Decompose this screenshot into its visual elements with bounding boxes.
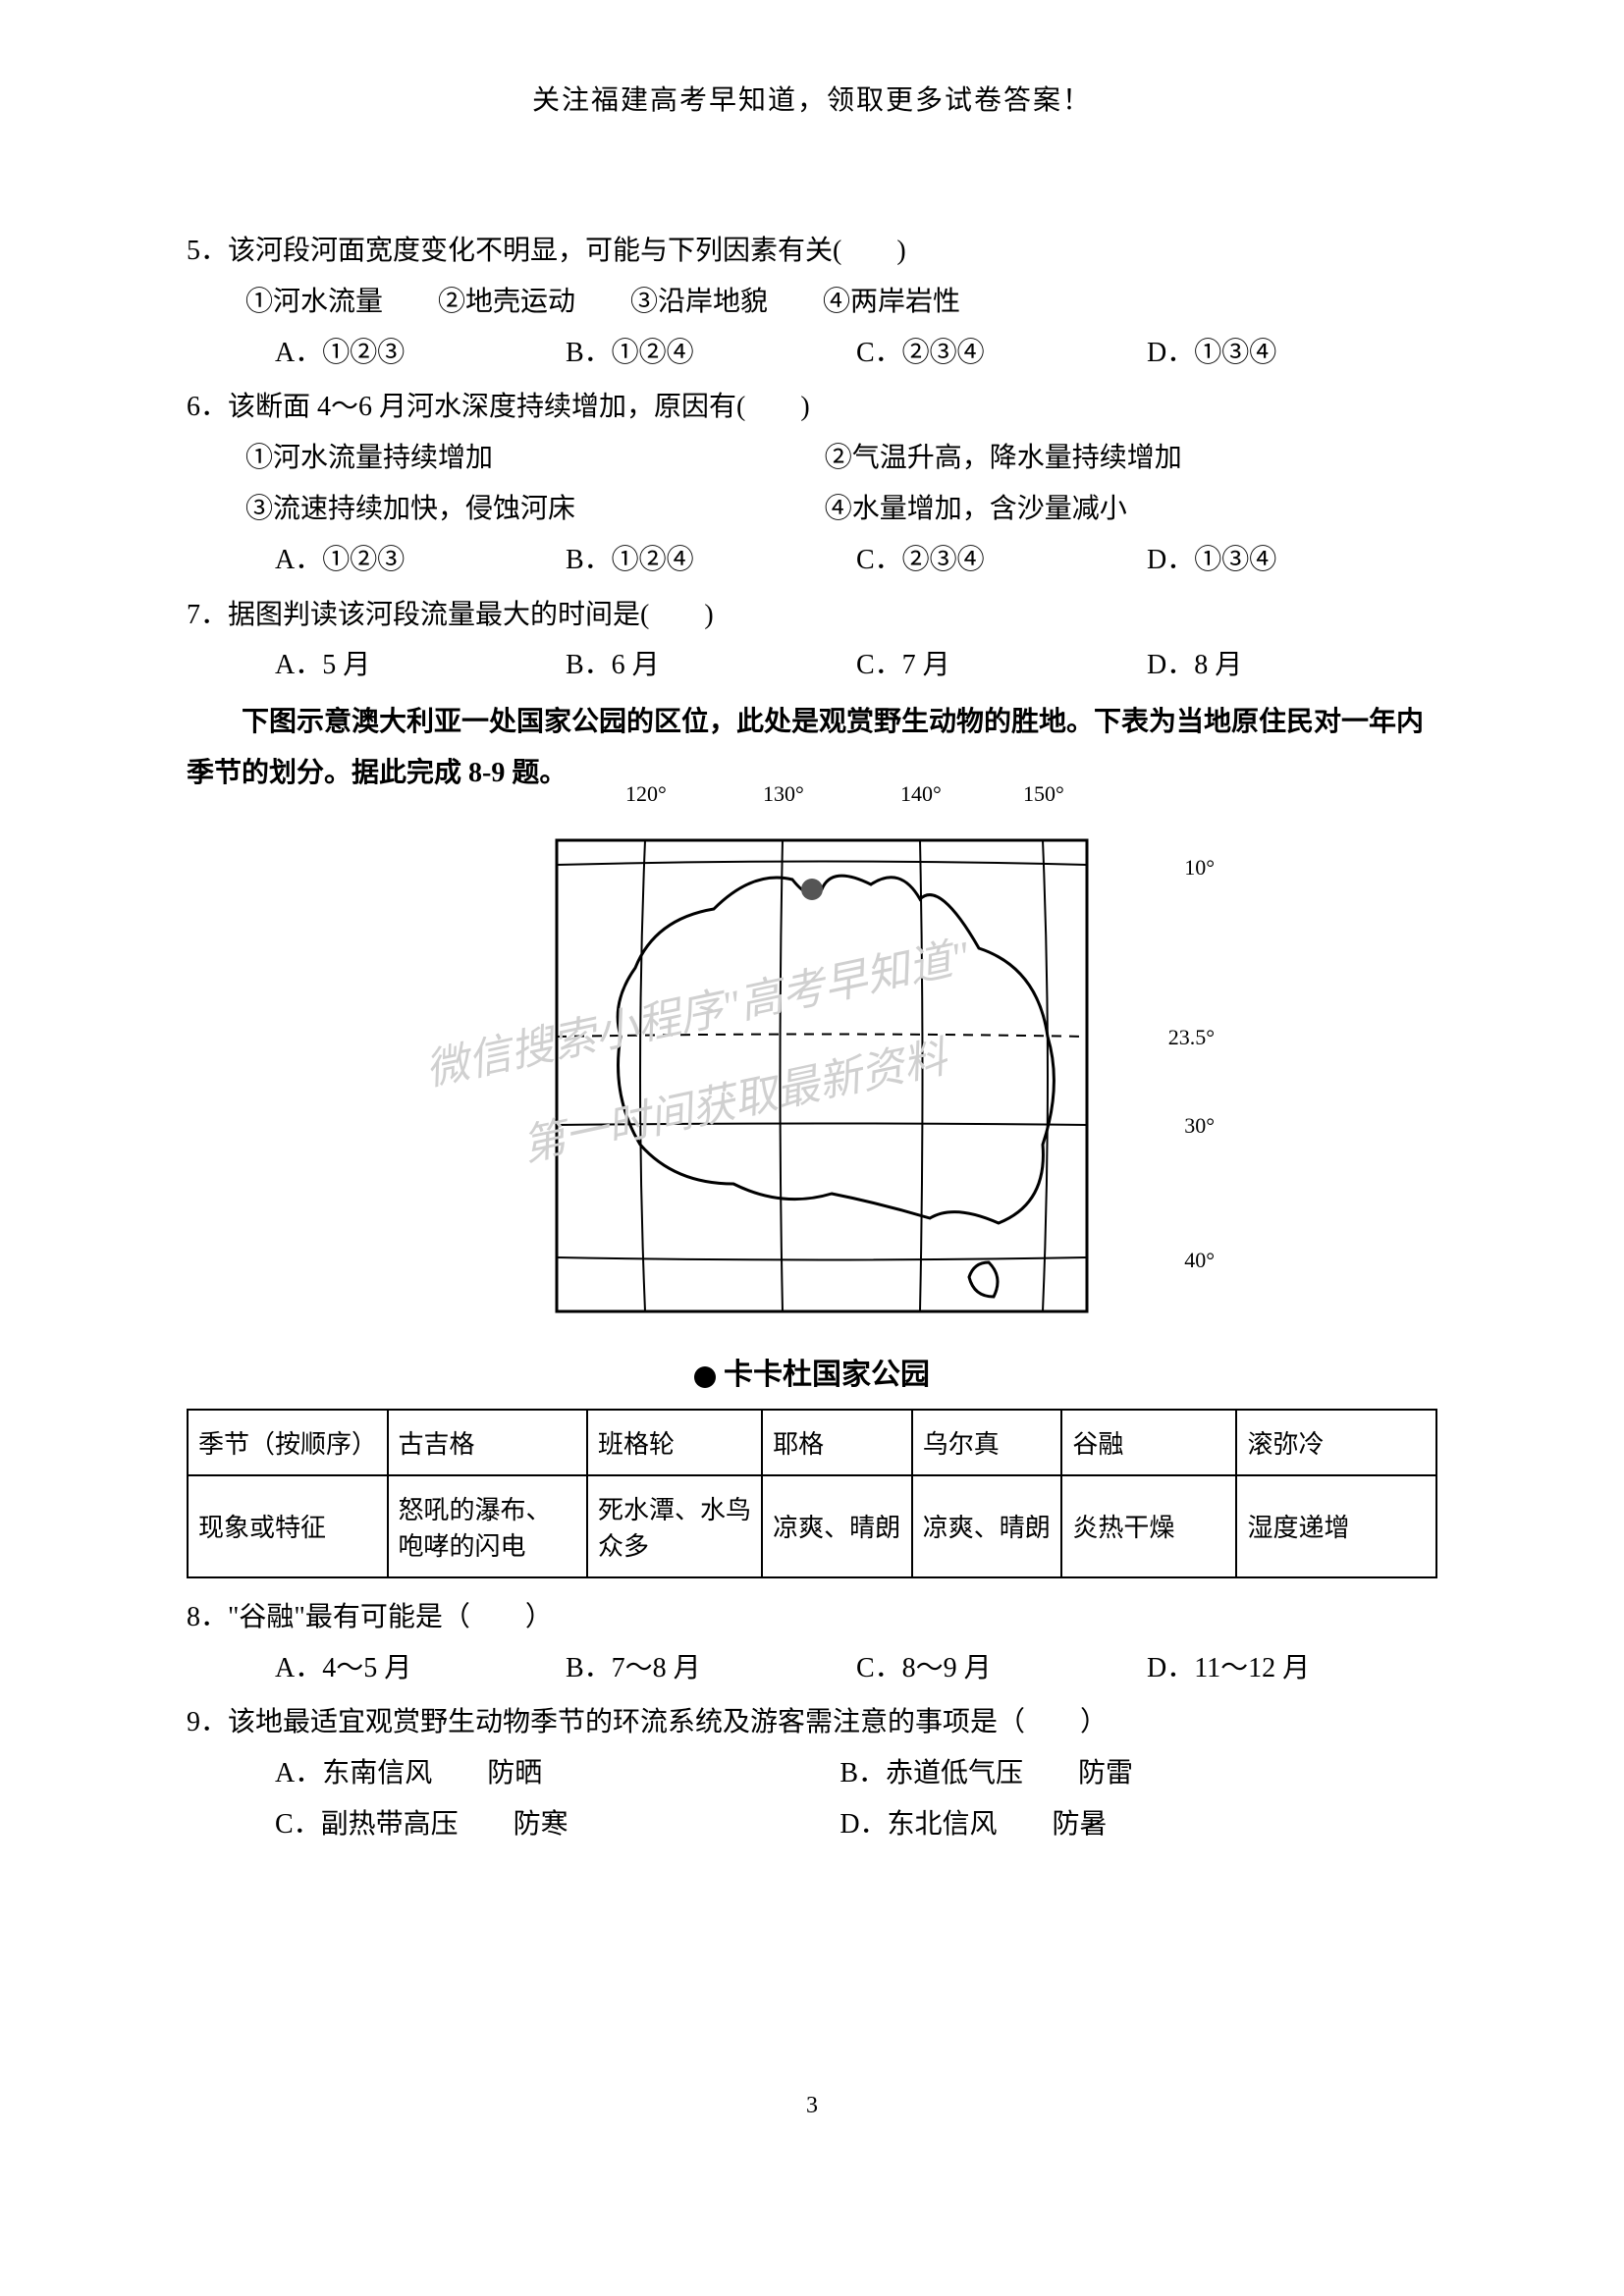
q7-opt-b: B．6 月 <box>566 640 856 691</box>
td-1: 死水潭、水鸟众多 <box>587 1475 762 1577</box>
australia-map: 120° 130° 140° 150° 10° 23.5° 30° 40° 微信… <box>187 811 1437 1346</box>
q9-answers-row2: C．副热带高压 防寒 D．东北信风 防暑 <box>275 1799 1437 1850</box>
q5-sub-options: ①河水流量 ②地壳运动 ③沿岸地貌 ④两岸岩性 <box>245 277 1437 328</box>
lon-label-140: 140° <box>900 781 942 807</box>
q9-opt-a: A．东南信风 防晒 <box>275 1748 833 1799</box>
td-label: 现象或特征 <box>188 1475 388 1577</box>
legend-dot-icon <box>694 1366 716 1388</box>
q6-sub3: ③流速持续加快，侵蚀河床 <box>245 484 818 535</box>
q5-answers: A．①②③ B．①②④ C．②③④ D．①③④ <box>275 328 1437 379</box>
td-4: 炎热干燥 <box>1061 1475 1236 1577</box>
th-4: 乌尔真 <box>912 1410 1062 1475</box>
q6-sub1: ①河水流量持续增加 <box>245 433 818 484</box>
q7-answers: A．5 月 B．6 月 C．7 月 D．8 月 <box>275 640 1437 691</box>
intro-text: 下图示意澳大利亚一处国家公园的区位，此处是观赏野生动物的胜地。下表为当地原住民对… <box>187 697 1437 799</box>
q9-opt-c: C．副热带高压 防寒 <box>275 1799 833 1850</box>
map-caption: 卡卡杜国家公园 <box>187 1350 1437 1393</box>
question-8: 8．"谷融"最有可能是（ ） A．4～5 月 B．7～8 月 C．8～9 月 D… <box>187 1592 1437 1694</box>
q8-answers: A．4～5 月 B．7～8 月 C．8～9 月 D．11～12 月 <box>275 1643 1437 1694</box>
map-caption-text: 卡卡杜国家公园 <box>724 1359 930 1391</box>
question-5: 5．该河段河面宽度变化不明显，可能与下列因素有关( ) ①河水流量 ②地壳运动 … <box>187 226 1437 378</box>
q6-stem: 6．该断面 4～6 月河水深度持续增加，原因有( ) <box>187 382 1437 433</box>
q6-sub4: ④水量增加，含沙量减小 <box>825 484 1397 535</box>
q7-opt-d: D．8 月 <box>1147 640 1437 691</box>
q7-opt-a: A．5 月 <box>275 640 566 691</box>
th-0: 季节（按顺序） <box>188 1410 388 1475</box>
q9-opt-d: D．东北信风 防暑 <box>839 1799 1397 1850</box>
table-header-row: 季节（按顺序） 古吉格 班格轮 耶格 乌尔真 谷融 滚弥冷 <box>188 1410 1436 1475</box>
q7-stem: 7．据图判读该河段流量最大的时间是( ) <box>187 590 1437 641</box>
q5-opt-b: B．①②④ <box>566 328 856 379</box>
th-3: 耶格 <box>762 1410 912 1475</box>
lat-label-30: 30° <box>1184 1113 1215 1139</box>
lat-label-10: 10° <box>1184 855 1215 881</box>
q6-opt-a: A．①②③ <box>275 535 566 586</box>
question-9: 9．该地最适宜观赏野生动物季节的环流系统及游客需注意的事项是（ ） A．东南信风… <box>187 1697 1437 1849</box>
q6-opt-c: C．②③④ <box>856 535 1147 586</box>
map-frame <box>557 840 1087 1311</box>
th-5: 谷融 <box>1061 1410 1236 1475</box>
q6-answers: A．①②③ B．①②④ C．②③④ D．①③④ <box>275 535 1437 586</box>
td-2: 凉爽、晴朗 <box>762 1475 912 1577</box>
q6-sub-row1: ①河水流量持续增加 ②气温升高，降水量持续增加 <box>245 433 1437 484</box>
map-svg <box>459 811 1165 1341</box>
td-5: 湿度递增 <box>1236 1475 1436 1577</box>
q8-opt-d: D．11～12 月 <box>1147 1643 1437 1694</box>
q6-sub2: ②气温升高，降水量持续增加 <box>825 433 1397 484</box>
q8-opt-a: A．4～5 月 <box>275 1643 566 1694</box>
park-marker <box>801 879 823 900</box>
td-0: 怒吼的瀑布、咆哮的闪电 <box>388 1475 588 1577</box>
q5-opt-a: A．①②③ <box>275 328 566 379</box>
season-table: 季节（按顺序） 古吉格 班格轮 耶格 乌尔真 谷融 滚弥冷 现象或特征 怒吼的瀑… <box>187 1409 1437 1578</box>
q9-stem: 9．该地最适宜观赏野生动物季节的环流系统及游客需注意的事项是（ ） <box>187 1697 1437 1748</box>
th-2: 班格轮 <box>587 1410 762 1475</box>
q9-answers-row1: A．东南信风 防晒 B．赤道低气压 防雷 <box>275 1748 1437 1799</box>
lon-label-130: 130° <box>763 781 804 807</box>
q8-stem: 8．"谷融"最有可能是（ ） <box>187 1592 1437 1643</box>
q5-stem: 5．该河段河面宽度变化不明显，可能与下列因素有关( ) <box>187 226 1437 277</box>
page-header: 关注福建高考早知道，领取更多试卷答案！ <box>187 79 1437 118</box>
lat-label-40: 40° <box>1184 1248 1215 1273</box>
th-1: 古吉格 <box>388 1410 588 1475</box>
page-number: 3 <box>0 2093 1624 2119</box>
q6-opt-b: B．①②④ <box>566 535 856 586</box>
q7-opt-c: C．7 月 <box>856 640 1147 691</box>
q6-sub-row2: ③流速持续加快，侵蚀河床 ④水量增加，含沙量减小 <box>245 484 1437 535</box>
lon-label-150: 150° <box>1023 781 1064 807</box>
q5-opt-d: D．①③④ <box>1147 328 1437 379</box>
th-6: 滚弥冷 <box>1236 1410 1436 1475</box>
q8-opt-b: B．7～8 月 <box>566 1643 856 1694</box>
q5-opt-c: C．②③④ <box>856 328 1147 379</box>
q9-opt-b: B．赤道低气压 防雷 <box>839 1748 1397 1799</box>
lat-label-23-5: 23.5° <box>1168 1025 1215 1050</box>
question-7: 7．据图判读该河段流量最大的时间是( ) A．5 月 B．6 月 C．7 月 D… <box>187 590 1437 692</box>
lon-label-120: 120° <box>625 781 667 807</box>
td-3: 凉爽、晴朗 <box>912 1475 1062 1577</box>
q8-opt-c: C．8～9 月 <box>856 1643 1147 1694</box>
table-data-row: 现象或特征 怒吼的瀑布、咆哮的闪电 死水潭、水鸟众多 凉爽、晴朗 凉爽、晴朗 炎… <box>188 1475 1436 1577</box>
question-6: 6．该断面 4～6 月河水深度持续增加，原因有( ) ①河水流量持续增加 ②气温… <box>187 382 1437 585</box>
q6-opt-d: D．①③④ <box>1147 535 1437 586</box>
